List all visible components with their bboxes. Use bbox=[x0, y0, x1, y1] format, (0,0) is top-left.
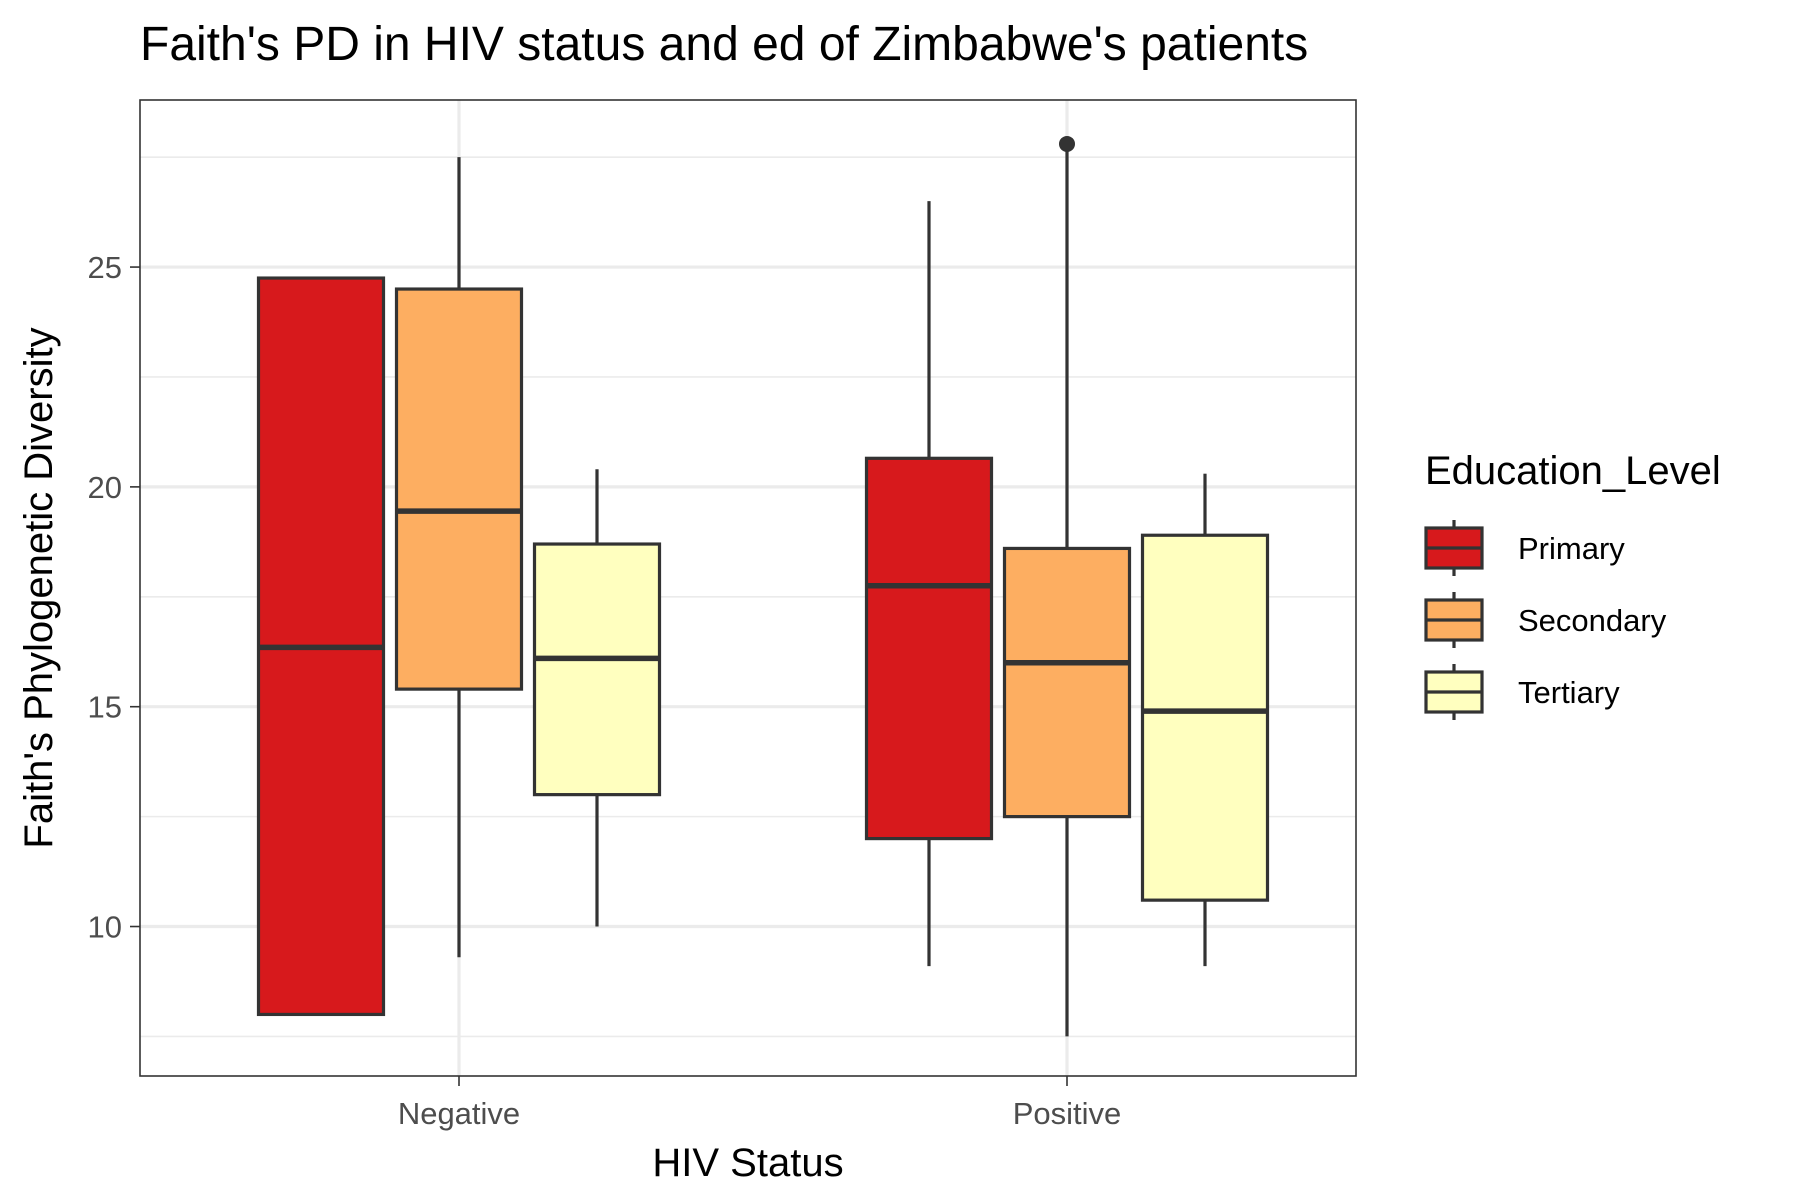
box-iqr bbox=[864, 456, 994, 841]
box-iqr bbox=[1140, 533, 1270, 902]
legend-label: Tertiary bbox=[1518, 675, 1620, 710]
legend-entry-primary: Primary bbox=[1424, 520, 1625, 576]
legend-entry-tertiary: Tertiary bbox=[1424, 664, 1620, 720]
outlier-point bbox=[1059, 135, 1075, 152]
box-primary-positive bbox=[864, 201, 994, 967]
x-tick-label: Positive bbox=[1013, 1096, 1122, 1131]
box-primary-negative bbox=[256, 276, 386, 1017]
y-tick-label: 20 bbox=[88, 470, 122, 505]
y-axis-title: Faith's Phylogenetic Diversity bbox=[17, 327, 61, 848]
box-layer bbox=[256, 135, 1270, 1037]
legend-title: Education_Level bbox=[1425, 449, 1721, 493]
box-secondary-positive bbox=[1002, 135, 1132, 1037]
legend-label: Secondary bbox=[1518, 603, 1667, 638]
chart-title: Faith's PD in HIV status and ed of Zimba… bbox=[140, 18, 1308, 71]
box-iqr bbox=[394, 287, 524, 691]
plot-panel-border bbox=[139, 99, 1357, 1077]
x-axis-title: HIV Status bbox=[652, 1141, 843, 1185]
legend-label: Primary bbox=[1518, 531, 1625, 566]
box-tertiary-negative bbox=[532, 469, 662, 927]
y-tick-label: 10 bbox=[88, 910, 122, 945]
axis-layer: 10 15 20 25 Negative Positive bbox=[88, 250, 1122, 1131]
y-tick-label: 25 bbox=[88, 250, 122, 285]
box-tertiary-positive bbox=[1140, 473, 1270, 967]
box-iqr bbox=[532, 542, 662, 797]
x-tick-label: Negative bbox=[398, 1096, 520, 1131]
box-iqr bbox=[1002, 546, 1132, 819]
y-tick-label: 15 bbox=[88, 690, 122, 725]
legend: Education_Level Primary Secondary Tertiary bbox=[1424, 449, 1721, 720]
box-secondary-negative bbox=[394, 157, 524, 958]
legend-entry-secondary: Secondary bbox=[1424, 592, 1667, 648]
